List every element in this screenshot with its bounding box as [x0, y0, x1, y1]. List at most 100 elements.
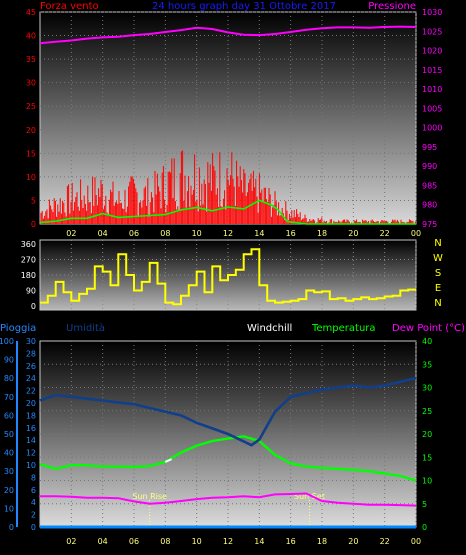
humidity-tick-label: 100 — [0, 337, 14, 346]
temp-right-tick-label: 15 — [422, 453, 432, 462]
temperature-line — [39, 435, 417, 482]
hour-tick-label: 18 — [317, 537, 327, 546]
compass-letter: W — [433, 253, 443, 264]
temp-right-tick-label: 20 — [422, 430, 432, 439]
temp-left-tick-label: 6 — [31, 486, 36, 495]
temp-left-tick-label: 0 — [31, 523, 36, 532]
pressure-tick-label: 980 — [422, 201, 437, 210]
dew-point-line — [40, 492, 417, 507]
dew-point-legend: Dew Point (°C) — [392, 323, 465, 334]
hour-tick-label: 22 — [380, 229, 390, 238]
temp-left-tick-label: 24 — [26, 374, 36, 383]
temp-left-tick-label: 2 — [31, 511, 36, 520]
pressure-line — [39, 25, 417, 45]
hour-tick-label: 02 — [66, 537, 76, 546]
hour-tick-label: 00 — [411, 229, 421, 238]
humidity-tick-label: 60 — [4, 411, 14, 420]
wind-tick-label: 15 — [26, 149, 36, 158]
hour-tick-label: 16 — [286, 537, 296, 546]
hour-tick-label: 12 — [223, 537, 233, 546]
direction-tick-label: 180 — [21, 271, 36, 280]
hour-tick-label: 10 — [192, 229, 202, 238]
hour-tick-label: 20 — [348, 229, 358, 238]
temp-left-tick-label: 26 — [26, 362, 36, 371]
temp-right-tick-label: 25 — [422, 407, 432, 416]
compass-letter: E — [435, 283, 441, 294]
wind-tick-label: 20 — [26, 126, 36, 135]
wind-tick-label: 5 — [31, 196, 36, 205]
hour-tick-label: 16 — [286, 229, 296, 238]
pressure-tick-label: 1030 — [422, 8, 442, 17]
direction-tick-label: 0 — [31, 302, 36, 311]
hour-tick-label: 20 — [348, 537, 358, 546]
hour-tick-label: 14 — [254, 229, 264, 238]
pressure-tick-label: 975 — [422, 220, 437, 229]
hour-tick-label: 06 — [129, 229, 139, 238]
pressure-tick-label: 985 — [422, 181, 437, 190]
humidity-tick-label: 90 — [4, 356, 14, 365]
temp-left-tick-label: 22 — [26, 387, 36, 396]
hour-tick-label: 12 — [223, 229, 233, 238]
temp-left-tick-label: 12 — [26, 449, 36, 458]
hour-tick-label: 04 — [98, 537, 108, 546]
hour-tick-label: 22 — [380, 537, 390, 546]
avg-wind-line — [39, 199, 416, 225]
pressure-tick-label: 1010 — [422, 85, 442, 94]
hour-tick-label: 02 — [66, 229, 76, 238]
temp-left-tick-label: 14 — [26, 436, 36, 445]
humidity-tick-label: 30 — [4, 467, 14, 476]
direction-tick-label: 270 — [21, 256, 36, 265]
chart-title: 24 hours graph day 31 Ottobre 2017 — [152, 1, 336, 12]
temp-left-tick-label: 20 — [26, 399, 36, 408]
hour-tick-label: 00 — [411, 537, 421, 546]
wind-tick-label: 0 — [31, 220, 36, 229]
wind-tick-label: 45 — [26, 8, 36, 17]
temp-left-tick-label: 16 — [26, 424, 36, 433]
hour-tick-label: 04 — [98, 229, 108, 238]
sun-set-label: Sun Set — [294, 492, 325, 501]
pressure-tick-label: 995 — [422, 143, 437, 152]
pressure-tick-label: 990 — [422, 162, 437, 171]
compass-letter: N — [434, 298, 441, 309]
wind-direction-line — [40, 248, 416, 306]
humidity-tick-label: 70 — [4, 393, 14, 402]
hour-tick-label: 18 — [317, 229, 327, 238]
hour-tick-label: 10 — [192, 537, 202, 546]
temp-left-tick-label: 10 — [26, 461, 36, 470]
wind-axis-label: Forza vento — [40, 1, 99, 12]
pressure-tick-label: 1025 — [422, 27, 442, 36]
humidity-legend: Umidità — [66, 322, 105, 334]
pressure-tick-label: 1015 — [422, 66, 442, 75]
temp-left-tick-label: 18 — [26, 411, 36, 420]
humidity-tick-label: 0 — [9, 523, 14, 532]
hour-tick-label: 08 — [160, 229, 170, 238]
windchill-legend: Windchill — [247, 323, 292, 334]
hour-tick-label: 08 — [160, 537, 170, 546]
wind-tick-label: 30 — [26, 79, 36, 88]
temp-right-tick-label: 40 — [422, 337, 432, 346]
temp-left-tick-label: 4 — [31, 498, 36, 507]
wind-tick-label: 10 — [26, 173, 36, 182]
pressure-axis-label: Pressione — [368, 1, 416, 12]
wind-tick-label: 35 — [26, 55, 36, 64]
hour-tick-label: 06 — [129, 537, 139, 546]
temperature-legend: Temperatura — [311, 323, 376, 334]
humidity-tick-label: 50 — [4, 430, 14, 439]
sun-rise-label: Sun Rise — [132, 492, 167, 501]
humidity-tick-label: 80 — [4, 374, 14, 383]
temp-left-tick-label: 28 — [26, 349, 36, 358]
compass-letter: N — [434, 238, 441, 249]
humidity-tick-label: 20 — [4, 486, 14, 495]
temp-left-tick-label: 30 — [26, 337, 36, 346]
wind-tick-label: 40 — [26, 32, 36, 41]
windchill-line — [164, 458, 173, 463]
temp-right-tick-label: 0 — [422, 523, 427, 532]
compass-letter: S — [435, 268, 441, 279]
hour-tick-label: 14 — [254, 537, 264, 546]
humidity-tick-label: 10 — [4, 504, 14, 513]
rain-legend: Pioggia — [0, 323, 36, 334]
pressure-tick-label: 1005 — [422, 104, 442, 113]
pressure-tick-label: 1000 — [422, 124, 442, 133]
direction-tick-label: 90 — [26, 287, 36, 296]
